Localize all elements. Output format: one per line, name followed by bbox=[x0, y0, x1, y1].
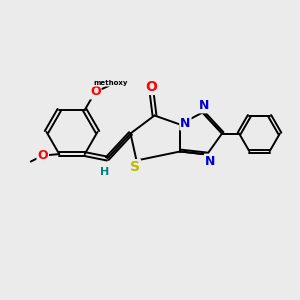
Text: S: S bbox=[130, 160, 140, 174]
Text: O: O bbox=[90, 85, 101, 98]
Text: N: N bbox=[205, 154, 215, 168]
Text: N: N bbox=[180, 116, 190, 130]
Text: methoxy: methoxy bbox=[93, 80, 128, 86]
Text: O: O bbox=[146, 80, 158, 94]
Text: N: N bbox=[199, 99, 209, 112]
Text: O: O bbox=[38, 149, 48, 162]
Text: H: H bbox=[100, 167, 109, 177]
